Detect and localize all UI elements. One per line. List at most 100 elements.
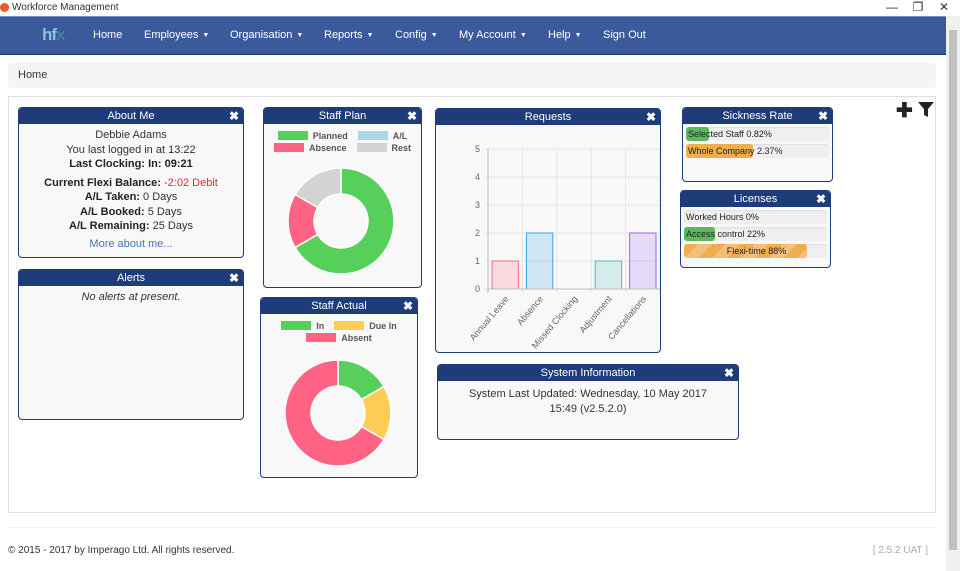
app-icon bbox=[0, 3, 9, 12]
y-tick-label: 2 bbox=[475, 228, 480, 238]
legend-swatch bbox=[277, 131, 308, 140]
staff-actual-chart bbox=[284, 359, 392, 467]
slice-absent[interactable] bbox=[284, 359, 385, 467]
legend-swatch bbox=[357, 131, 388, 140]
nav-label: Help bbox=[548, 29, 571, 41]
legend-swatch bbox=[273, 143, 304, 152]
legend-label: A/L bbox=[392, 131, 408, 141]
requests-panel: Requests ✖ 0 1 2 3 4 5 Annual Leave Absence Misse… bbox=[435, 108, 661, 353]
progress-bar: Access control 22% bbox=[684, 227, 827, 241]
y-tick-label: 3 bbox=[475, 200, 480, 210]
logo[interactable]: hfx bbox=[42, 25, 66, 44]
close-icon[interactable]: ✖ bbox=[815, 192, 826, 206]
filter-icon[interactable] bbox=[918, 101, 935, 118]
al-taken-value: 0 Days bbox=[143, 191, 178, 203]
legend-label: Planned bbox=[312, 131, 348, 141]
nav-reports[interactable]: Reports ▼ bbox=[324, 29, 373, 41]
progress-label: Whole Company 2.37% bbox=[688, 146, 783, 156]
legend-item[interactable]: Absence bbox=[273, 143, 347, 153]
alerts-message: No alerts at present. bbox=[81, 291, 181, 303]
panel-title: Sickness Rate bbox=[722, 110, 793, 122]
caret-down-icon: ▼ bbox=[430, 32, 438, 39]
al-booked-value: 5 Days bbox=[147, 205, 182, 218]
flexi-value: -2:02 Debit bbox=[164, 176, 218, 189]
alerts-panel: Alerts ✖ No alerts at present. bbox=[18, 269, 244, 420]
close-icon[interactable]: ✖ bbox=[723, 366, 734, 380]
al-booked-label: A/L Booked: bbox=[80, 205, 145, 218]
nav-config[interactable]: Config ▼ bbox=[395, 29, 438, 41]
x-tick-label: Absence bbox=[515, 294, 545, 327]
slice-rest[interactable] bbox=[294, 167, 342, 209]
dashboard-area bbox=[8, 96, 936, 513]
footer-divider bbox=[8, 527, 936, 528]
close-icon[interactable]: ✖ bbox=[406, 109, 417, 123]
system-info-panel: System Information ✖ System Last Updated:… bbox=[437, 364, 739, 440]
x-tick-label: Annual Leave bbox=[468, 294, 511, 343]
close-window-button[interactable]: ✕ bbox=[938, 0, 950, 14]
progress-bar: Whole Company 2.37% bbox=[686, 144, 829, 158]
scrollbar-thumb[interactable] bbox=[949, 30, 957, 550]
progress-label: Access control 22% bbox=[686, 229, 766, 239]
breadcrumb-home[interactable]: Home bbox=[18, 69, 48, 81]
bar-annual-leave[interactable] bbox=[491, 260, 519, 290]
dashboard-tools: ✚ bbox=[896, 98, 935, 123]
progress-fill bbox=[684, 244, 807, 258]
bar-adjustment[interactable] bbox=[594, 260, 623, 290]
breadcrumb: Home bbox=[8, 62, 936, 88]
nav-my-account[interactable]: My Account ▼ bbox=[459, 29, 527, 41]
scrollbar[interactable] bbox=[946, 16, 960, 571]
nav-label: My Account bbox=[459, 29, 516, 41]
legend-label: Rest bbox=[391, 143, 412, 153]
legend-swatch bbox=[334, 321, 365, 330]
close-icon[interactable]: ✖ bbox=[645, 110, 656, 124]
panel-title: Alerts bbox=[116, 272, 146, 284]
nav-sign-out[interactable]: Sign Out bbox=[603, 29, 646, 41]
progress-fill bbox=[684, 227, 716, 241]
caret-down-icon: ▼ bbox=[366, 32, 374, 39]
last-login: You last logged in at 13:22 bbox=[66, 143, 196, 156]
legend-item[interactable]: In bbox=[281, 321, 324, 331]
nav-label: Config bbox=[395, 29, 427, 41]
nav-organisation[interactable]: Organisation ▼ bbox=[230, 29, 303, 41]
caret-down-icon: ▼ bbox=[296, 32, 304, 39]
nav-employees[interactable]: Employees ▼ bbox=[144, 29, 209, 41]
staff-plan-chart bbox=[287, 167, 395, 275]
legend-swatch bbox=[356, 143, 387, 152]
staff-plan-panel: Staff Plan ✖ Planned A/L Absence Rest bbox=[263, 107, 422, 288]
minimize-button[interactable]: — bbox=[886, 0, 898, 14]
more-about-me-link[interactable]: More about me... bbox=[89, 237, 173, 250]
progress-fill bbox=[686, 144, 754, 158]
close-icon[interactable]: ✖ bbox=[817, 109, 828, 123]
progress-bar: Worked Hours 0% bbox=[684, 210, 827, 224]
legend-label: Absent bbox=[341, 333, 372, 343]
nav-home[interactable]: Home bbox=[93, 29, 122, 41]
panel-title: Staff Actual bbox=[311, 300, 367, 312]
close-icon[interactable]: ✖ bbox=[402, 299, 413, 313]
panel-title: About Me bbox=[107, 110, 155, 122]
legend-item[interactable]: A/L bbox=[357, 131, 408, 141]
close-icon[interactable]: ✖ bbox=[228, 109, 239, 123]
y-tick-label: 4 bbox=[475, 172, 480, 182]
legend-item[interactable]: Due In bbox=[334, 321, 397, 331]
panel-title: Licenses bbox=[733, 193, 778, 205]
panel-title: Requests bbox=[524, 111, 572, 123]
nav-help[interactable]: Help ▼ bbox=[548, 29, 582, 41]
progress-label: Flexi-time 88% bbox=[726, 246, 787, 256]
caret-down-icon: ▼ bbox=[574, 32, 582, 39]
legend-swatch bbox=[306, 333, 337, 342]
bar-cancellations[interactable] bbox=[629, 232, 657, 290]
al-taken-label: A/L Taken: bbox=[84, 191, 140, 203]
system-updated: System Last Updated: Wednesday, 10 May 2… bbox=[468, 388, 708, 400]
slice-planned[interactable] bbox=[294, 167, 395, 275]
add-widget-icon[interactable]: ✚ bbox=[896, 100, 913, 122]
bar-absence[interactable] bbox=[525, 232, 554, 290]
legend-item[interactable]: Absent bbox=[306, 333, 372, 343]
close-icon[interactable]: ✖ bbox=[228, 271, 239, 285]
legend-item[interactable]: Rest bbox=[356, 143, 412, 153]
progress-fill bbox=[686, 127, 709, 141]
legend-item[interactable]: Planned bbox=[277, 131, 348, 141]
licenses-panel: Licenses ✖ Worked Hours 0% Access control … bbox=[680, 190, 831, 268]
nav-label: Organisation bbox=[230, 29, 293, 41]
restore-button[interactable]: ❐ bbox=[912, 0, 924, 14]
